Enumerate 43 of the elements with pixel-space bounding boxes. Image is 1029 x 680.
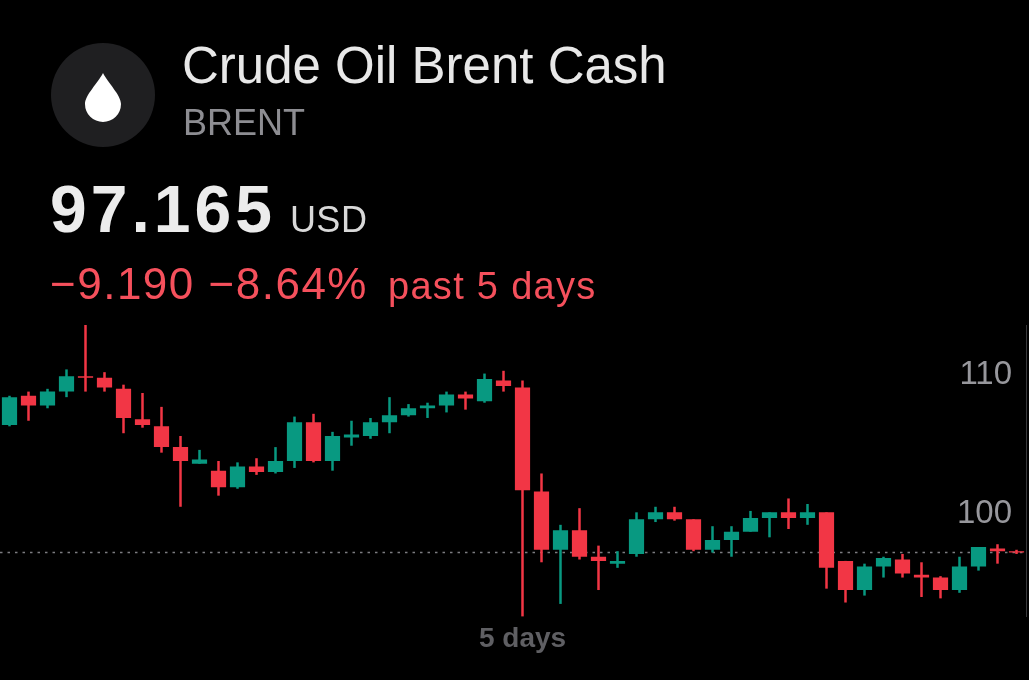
text: −9.190 −8.64% <box>50 259 368 308</box>
y-tick-label: 100 <box>956 492 1012 530</box>
x-tick-label: 5 days <box>478 621 567 653</box>
candlestick <box>590 544 607 592</box>
candlestick <box>970 545 987 572</box>
candlestick <box>723 524 740 558</box>
text: past 5 days <box>387 265 597 307</box>
candlestick <box>856 562 873 597</box>
candlestick <box>742 509 759 534</box>
y-tick-label: 110 <box>959 354 1012 392</box>
chart-title: Crude Oil Brent Cash <box>182 37 667 94</box>
candlestick <box>951 555 968 595</box>
candlestick <box>476 372 493 404</box>
chart-subtitle: BRENT <box>183 102 306 143</box>
candlestick <box>153 405 170 454</box>
candlestick <box>134 391 151 429</box>
candlestick <box>780 497 797 531</box>
candlestick <box>609 549 626 570</box>
candlestick <box>58 368 75 399</box>
candlestick <box>704 524 721 554</box>
candlestick <box>932 574 949 600</box>
candlestick <box>875 555 892 579</box>
candlestick <box>210 459 227 497</box>
candlestick <box>438 390 455 414</box>
candlestick <box>913 561 930 599</box>
candlestick <box>419 401 436 420</box>
candlestick <box>989 542 1006 565</box>
candlestick <box>77 323 94 393</box>
candlestick <box>20 390 37 422</box>
text: USD <box>289 199 368 240</box>
candlestick <box>362 416 379 441</box>
candlestick <box>381 395 398 435</box>
candlestick <box>229 461 246 490</box>
candlestick <box>552 523 569 606</box>
candlestick <box>894 552 911 579</box>
candlestick <box>267 445 284 475</box>
candlestick <box>761 511 778 539</box>
text: 97.165 <box>50 172 276 246</box>
candlestick <box>39 387 56 410</box>
candlestick <box>799 502 816 527</box>
candlestick <box>457 390 474 411</box>
candlestick <box>172 434 189 509</box>
candlestick <box>96 370 113 393</box>
